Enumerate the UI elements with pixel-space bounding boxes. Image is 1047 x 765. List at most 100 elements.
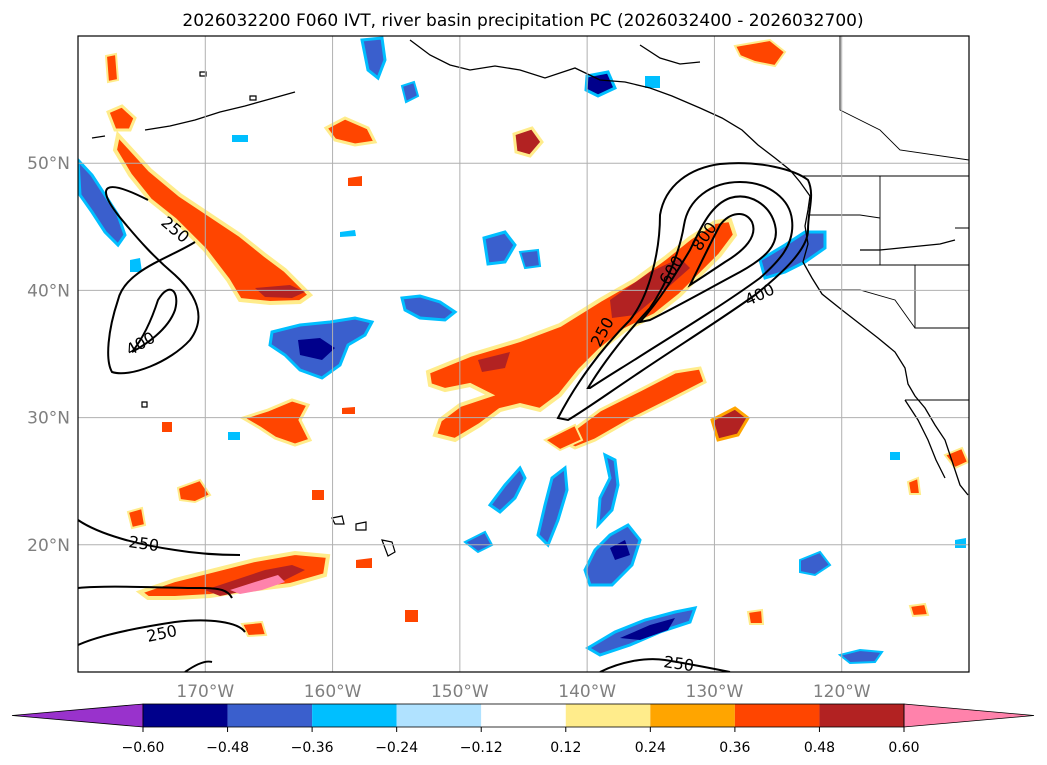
- precip-region: [228, 432, 240, 440]
- ivt-contour-250-south: [78, 519, 241, 556]
- precip-region: [400, 80, 420, 104]
- precip-region: [890, 452, 900, 460]
- precip-region: [298, 338, 335, 360]
- latitude-label: 50°N: [27, 154, 70, 174]
- colorbar-tick-label: 0.36: [719, 740, 750, 756]
- precip-region: [176, 478, 212, 504]
- precip-region: [837, 648, 884, 665]
- figure-title: 2026032200 F060 IVT, river basin precipi…: [182, 11, 863, 31]
- precip-region: [312, 490, 324, 500]
- ivt-contours: [78, 162, 813, 672]
- colorbar-cell: [143, 704, 228, 727]
- colorbar-cell: [312, 704, 397, 727]
- precip-region: [400, 294, 458, 322]
- precip-region: [478, 352, 510, 372]
- precip-region: [543, 423, 584, 452]
- precip-region: [112, 130, 314, 306]
- coastlines: [91, 39, 969, 496]
- longitude-label: 170°W: [176, 682, 234, 702]
- ivt-contour-250-south-3: [78, 619, 246, 646]
- precip-region: [799, 550, 832, 577]
- precip-region: [758, 230, 827, 280]
- precip-region: [405, 610, 418, 622]
- precip-region: [360, 36, 387, 81]
- ivt-contour-400-west: [131, 288, 178, 353]
- precip-region: [487, 465, 527, 514]
- precip-region: [126, 506, 147, 530]
- precip-region: [596, 452, 620, 530]
- islands: [141, 71, 396, 557]
- precip-region: [78, 157, 127, 248]
- ivt-contour-250-south-2: [78, 585, 233, 599]
- precip-region: [348, 176, 362, 186]
- precip-region: [323, 116, 378, 147]
- colorbar-extend-max: [903, 703, 1035, 728]
- ivt-contour-600-main: [637, 195, 777, 324]
- colorbar-tick-label: −0.12: [460, 740, 503, 756]
- precip-region: [645, 76, 660, 88]
- gridlines: [78, 36, 969, 672]
- precip-region: [240, 620, 268, 638]
- contour-label: 250: [662, 652, 695, 675]
- precip-region: [620, 618, 675, 640]
- colorbar-tick-label: 0.24: [635, 740, 666, 756]
- longitude-label: 160°W: [304, 682, 362, 702]
- colorbar-tick-label: 0.48: [804, 740, 835, 756]
- longitude-label: 140°W: [558, 682, 616, 702]
- colorbar-cell: [819, 704, 904, 727]
- contour-label: 250: [127, 532, 160, 555]
- precip-region: [106, 104, 137, 132]
- precip-region: [104, 52, 120, 84]
- longitude-label: 130°W: [686, 682, 744, 702]
- precip-region: [135, 550, 331, 600]
- colorbar-cell: [227, 704, 313, 727]
- colorbar-frame: [142, 703, 905, 728]
- precip-region: [908, 602, 930, 618]
- colorbar-tick-label: −0.36: [291, 740, 334, 756]
- longitude-label: 120°W: [813, 682, 871, 702]
- ivt-contour-800-main: [687, 213, 755, 288]
- colorbar-tick-label: −0.60: [122, 740, 165, 756]
- precip-region: [130, 258, 142, 272]
- colorbar-cell: [481, 704, 566, 727]
- colorbar-tick-label: −0.24: [375, 740, 418, 756]
- precip-region: [232, 135, 248, 142]
- precip-region: [162, 422, 172, 432]
- ivt-contour-250-main: [556, 162, 813, 422]
- precip-region: [342, 407, 355, 414]
- colorbar-tick-label: 0.60: [888, 740, 919, 756]
- longitude-label: 150°W: [431, 682, 489, 702]
- ivt-contour-400-main: [586, 180, 794, 389]
- precip-region: [710, 406, 750, 442]
- precip-region: [536, 465, 569, 548]
- longitude-labels: 170°W 160°W 150°W 140°W 130°W 120°W: [176, 682, 870, 702]
- precip-region: [557, 366, 707, 450]
- ivt-contour-250-west: [105, 186, 200, 375]
- colorbar-extend-min: [11, 703, 144, 728]
- colorbar-cell: [396, 704, 482, 727]
- latitude-label: 40°N: [27, 281, 70, 301]
- positive-pc-regions: [104, 38, 969, 638]
- precip-region: [746, 608, 765, 625]
- precip-region: [906, 476, 922, 495]
- colorbar-cell: [650, 704, 735, 727]
- map-frame: [77, 35, 970, 673]
- precip-region: [584, 70, 617, 98]
- precip-region: [518, 248, 542, 270]
- precip-region: [943, 446, 969, 470]
- precip-region: [255, 285, 305, 298]
- colorbar-tick-label: −0.48: [206, 740, 249, 756]
- precip-region: [230, 575, 285, 594]
- latitude-label: 20°N: [27, 536, 70, 556]
- precip-region: [733, 38, 787, 68]
- precip-region: [205, 565, 305, 596]
- precip-region: [356, 558, 372, 568]
- map-panel: 250 400 250 600 800 400 250 250 250: [78, 36, 969, 675]
- colorbar: −0.60 −0.48 −0.36 −0.24 −0.12 0.12 0.24 0.36 0.4…: [11, 703, 1035, 756]
- ivt-contour-250-bottom: [599, 658, 731, 672]
- precip-region: [239, 398, 313, 447]
- colorbar-cell: [565, 704, 651, 727]
- precip-region: [512, 126, 544, 158]
- colorbar-tick-label: 0.12: [550, 740, 581, 756]
